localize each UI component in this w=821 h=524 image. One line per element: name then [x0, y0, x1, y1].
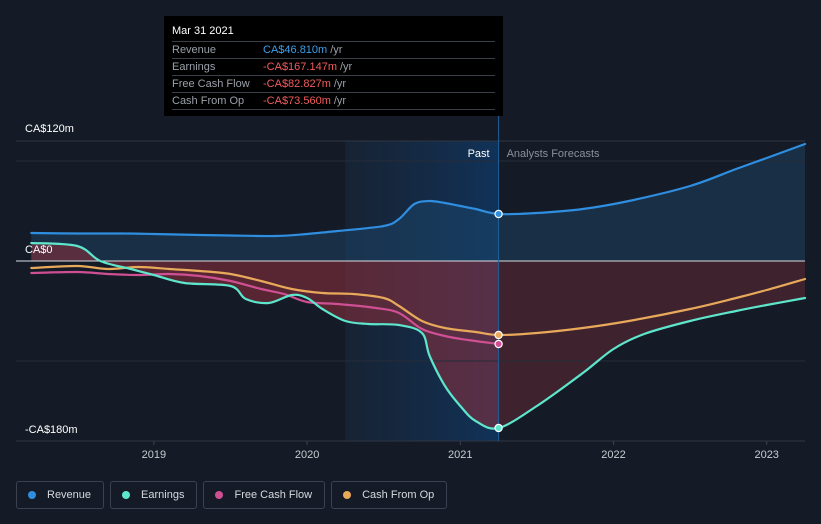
- series-line-earnings: [30, 241, 807, 430]
- tooltip-label: Earnings: [172, 61, 216, 73]
- tooltip-value: CA$46.810m: [263, 44, 328, 56]
- legend-label: Cash From Op: [362, 489, 435, 501]
- legend-dot-icon: [28, 491, 36, 499]
- x-tick-label: 2022: [601, 449, 625, 461]
- tooltip-row-free-cash-flow: Free Cash Flow -CA$82.827m /yr: [172, 76, 495, 93]
- x-tick-label: 2019: [142, 449, 166, 461]
- tooltip-value: -CA$82.827m: [263, 78, 331, 90]
- marker-free-cash-flow: [494, 339, 503, 349]
- tooltip-unit: /yr: [340, 61, 353, 73]
- tooltip-row-earnings: Earnings -CA$167.147m /yr: [172, 59, 495, 76]
- x-tick-label: 2021: [448, 449, 472, 461]
- legend-label: Revenue: [47, 489, 92, 501]
- legend-item-free-cash-flow[interactable]: Free Cash Flow: [203, 481, 326, 509]
- tooltip-label: Revenue: [172, 44, 217, 56]
- earnings-area-forecast: [498, 261, 805, 428]
- series-line-free-cash-flow: [30, 270, 500, 346]
- legend-item-earnings[interactable]: Earnings: [110, 481, 198, 509]
- tooltip-value: -CA$167.147m: [263, 61, 337, 73]
- tooltip-row-cash-from-op: Cash From Op -CA$73.560m /yr: [172, 93, 495, 110]
- past-label: Past: [468, 148, 490, 160]
- tooltip-value: -CA$73.560m: [263, 95, 331, 107]
- tooltip-row-revenue: Revenue CA$46.810m /yr: [172, 42, 495, 59]
- y-tick-label: CA$120m: [25, 123, 74, 135]
- legend-dot-icon: [122, 491, 131, 499]
- legend-dot-icon: [343, 491, 352, 499]
- tooltip-label: Cash From Op: [172, 95, 245, 107]
- marker-cash-from-op: [494, 330, 503, 340]
- y-tick-label: -CA$180m: [25, 424, 78, 436]
- legend: Revenue Earnings Free Cash Flow Cash Fro…: [16, 481, 448, 509]
- x-tick-label: 2023: [754, 449, 778, 461]
- marker-earnings: [494, 423, 503, 433]
- y-tick-label: CA$0: [25, 244, 53, 256]
- tooltip: Mar 31 2021 Revenue CA$46.810m /yr Earni…: [164, 16, 503, 116]
- legend-label: Earnings: [141, 489, 185, 501]
- series-line-cash-from-op: [30, 264, 807, 337]
- x-tick-label: 2020: [295, 449, 319, 461]
- tooltip-unit: /yr: [333, 95, 347, 107]
- forecast-label: Analysts Forecasts: [507, 148, 600, 160]
- earnings-area-past: [31, 243, 499, 429]
- marker-revenue: [494, 209, 503, 219]
- series-line-revenue: [30, 142, 807, 238]
- legend-label: Free Cash Flow: [234, 489, 313, 501]
- legend-item-revenue[interactable]: Revenue: [16, 481, 105, 509]
- legend-item-cash-from-op[interactable]: Cash From Op: [331, 481, 448, 509]
- tooltip-unit: /yr: [333, 78, 347, 90]
- tooltip-label: Free Cash Flow: [172, 78, 250, 90]
- tooltip-date: Mar 31 2021: [172, 22, 495, 42]
- legend-dot-icon: [215, 491, 224, 499]
- tooltip-unit: /yr: [330, 44, 343, 56]
